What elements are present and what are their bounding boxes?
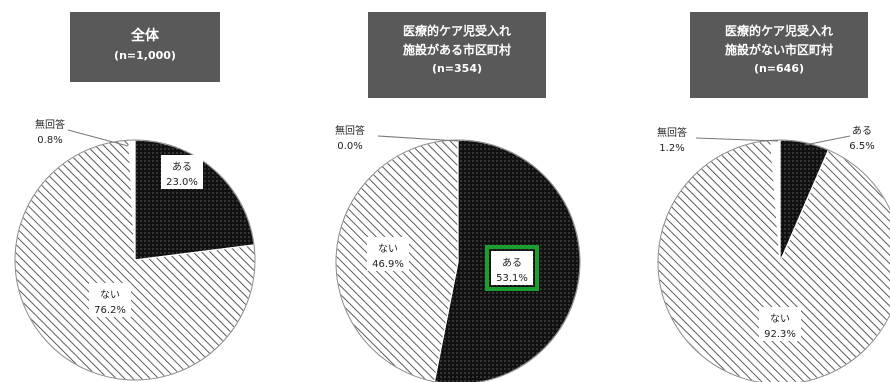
slice-value-label: 76.2%: [94, 305, 126, 316]
data-label-background: [89, 283, 131, 317]
pie-panel-1: 全体 (n=1,000) ある 23.0% ない 76.2% 無回答 0.8%: [0, 0, 290, 382]
pie-title-box: 全体 (n=1,000): [70, 12, 220, 82]
slice-label: ある: [502, 257, 522, 269]
slice-label: ある: [852, 125, 872, 137]
slice-label: 無回答: [35, 118, 65, 131]
pie-panel-2: 医療的ケア児受入れ 施設がある市区町村 (n=354) ある 53.1% ない 46.…: [300, 0, 590, 382]
pie-subtitle: (n=646): [753, 62, 805, 75]
pie-title-box: 医療的ケア児受入れ 施設がある市区町村 (n=354): [368, 12, 546, 98]
slice-value-label: 23.0%: [166, 177, 198, 188]
leader-line: [67, 129, 129, 147]
slice-label: ない: [770, 313, 790, 325]
pie-title-box: 医療的ケア児受入れ 施設がない市区町村 (n=646): [690, 12, 868, 98]
pie-title-line: 医療的ケア児受入れ: [402, 24, 511, 38]
pie-subtitle: (n=354): [431, 62, 483, 75]
pie-title-line: 施設がない市区町村: [724, 43, 833, 57]
slice-value-label: 0.8%: [37, 135, 62, 146]
highlight-box: [485, 245, 539, 291]
pie-outline: [657, 139, 890, 382]
slice-value-label: 1.2%: [659, 143, 684, 154]
pie-chart-svg: ある 53.1% ない 46.9% 無回答 0.0%: [335, 124, 581, 382]
pie-outline: [14, 139, 256, 381]
slice-value-label: 92.3%: [764, 329, 796, 340]
data-label-background: [759, 307, 801, 341]
slice-value-label: 0.0%: [337, 141, 362, 152]
leader-line: [377, 135, 459, 142]
leader-line: [804, 135, 851, 146]
pie-outline: [335, 139, 581, 382]
slice-label: ない: [100, 289, 120, 301]
pie-title-line: 全体: [131, 28, 159, 44]
pie-panel-3: 医療的ケア児受入れ 施設がない市区町村 (n=646) ある 6.5% ない 92.3…: [600, 0, 890, 382]
slice-value-label: 53.1%: [496, 273, 528, 284]
leader-line: [695, 137, 779, 142]
pie-title-line: 医療的ケア児受入れ: [724, 24, 833, 38]
slice-label: 無回答: [657, 126, 687, 139]
pie-title-line: 施設がある市区町村: [402, 43, 511, 57]
slice-value-label: 6.5%: [849, 141, 874, 152]
slice-label: 無回答: [335, 124, 365, 137]
slice-value-label: 46.9%: [372, 259, 404, 270]
data-label-background: [367, 237, 409, 271]
pie-subtitle: (n=1,000): [114, 49, 176, 62]
slice-label: ない: [378, 243, 398, 255]
data-label-background: [161, 155, 203, 189]
slice-label: ある: [172, 161, 192, 173]
data-label-background: [491, 251, 533, 285]
pie-chart-svg: ある 6.5% ない 92.3% 無回答 1.2%: [657, 125, 890, 382]
pie-chart-svg: ある 23.0% ない 76.2% 無回答 0.8%: [14, 118, 256, 381]
